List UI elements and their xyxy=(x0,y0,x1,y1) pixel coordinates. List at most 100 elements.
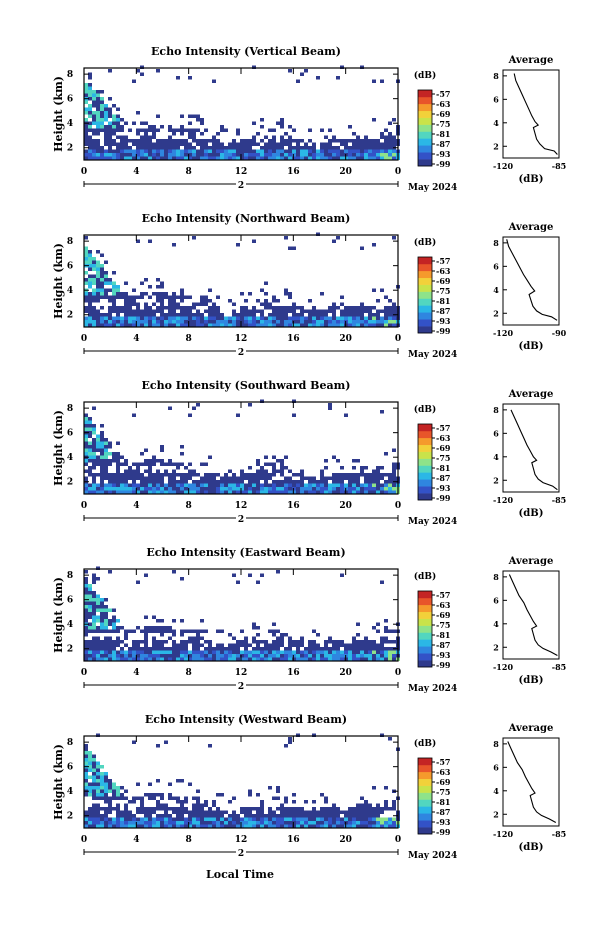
heatmap-cell xyxy=(156,278,160,282)
heatmap-cell xyxy=(108,281,112,285)
heatmap-cell xyxy=(108,789,112,793)
heatmap-cell xyxy=(196,800,200,804)
heatmap-cell xyxy=(280,803,284,807)
heatmap-cell xyxy=(244,647,248,651)
heatmap-cell xyxy=(192,139,196,143)
heatmap-cell xyxy=(152,142,156,146)
heatmap-cell xyxy=(284,156,288,160)
heatmap-cell xyxy=(276,650,280,654)
heatmap-cell xyxy=(328,128,332,132)
heatmap-cell xyxy=(372,313,376,317)
heatmap-cell xyxy=(324,654,328,658)
heatmap-cell xyxy=(88,817,92,821)
heatmap-cell xyxy=(88,640,92,644)
heatmap-cell xyxy=(276,483,280,487)
heatmap-cell xyxy=(176,487,180,491)
heatmap-cell xyxy=(92,309,96,313)
heatmap-cell xyxy=(288,476,292,480)
heatmap-cell xyxy=(120,821,124,825)
heatmap-cell xyxy=(192,320,196,324)
heatmap-cell xyxy=(328,139,332,143)
heatmap-cell xyxy=(284,236,288,240)
colorbar-swatch xyxy=(418,326,432,334)
x-tick-label: 0 xyxy=(395,334,401,344)
heatmap-cell xyxy=(144,490,148,494)
heatmap-cell xyxy=(352,817,356,821)
heatmap-cell xyxy=(324,153,328,157)
heatmap-cell xyxy=(208,309,212,313)
heatmap-cell xyxy=(148,487,152,491)
heatmap-cell xyxy=(96,320,100,324)
heatmap-cell xyxy=(352,156,356,160)
heatmap-cell xyxy=(112,142,116,146)
heatmap-cell xyxy=(156,309,160,313)
heatmap-cell xyxy=(260,309,264,313)
heatmap-cell xyxy=(92,459,96,463)
heatmap-cell xyxy=(120,793,124,797)
heatmap-cell xyxy=(144,640,148,644)
heatmap-cell xyxy=(164,824,168,828)
heatmap-cell xyxy=(164,146,168,150)
heatmap-cell xyxy=(100,459,104,463)
heatmap-cell xyxy=(116,323,120,327)
heatmap-cell xyxy=(140,153,144,157)
heatmap-cell xyxy=(296,142,300,146)
heatmap-cell xyxy=(108,135,112,139)
heatmap-cell xyxy=(108,156,112,160)
heatmap-cell xyxy=(200,490,204,494)
heatmap-cell xyxy=(88,295,92,299)
heatmap-cell xyxy=(272,320,276,324)
heatmap-cell xyxy=(176,149,180,153)
heatmap-cell xyxy=(220,650,224,654)
heatmap-cell xyxy=(212,650,216,654)
heatmap-cell xyxy=(176,654,180,658)
heatmap-cell xyxy=(136,320,140,324)
heatmap-cell xyxy=(220,149,224,153)
heatmap-cell xyxy=(216,142,220,146)
heatmap-cell xyxy=(152,821,156,825)
colorbar-swatch xyxy=(418,152,432,160)
heatmap-cell xyxy=(92,260,96,264)
heatmap-cell xyxy=(172,302,176,306)
heatmap-cell xyxy=(236,643,240,647)
heatmap-cell xyxy=(380,316,384,320)
heatmap-cell xyxy=(128,139,132,143)
heatmap-cell xyxy=(272,462,276,466)
heatmap-cell xyxy=(84,619,88,623)
heatmap-cell xyxy=(336,76,340,80)
heatmap-cell xyxy=(268,313,272,317)
heatmap-cell xyxy=(108,313,112,317)
heatmap-cell xyxy=(188,121,192,125)
heatmap-cell xyxy=(300,487,304,491)
heatmap-cell xyxy=(96,250,100,254)
heatmap-cell xyxy=(108,643,112,647)
heatmap-cell xyxy=(308,316,312,320)
heatmap-cell xyxy=(340,640,344,644)
heatmap-cell xyxy=(116,619,120,623)
heatmap-cell xyxy=(384,786,388,790)
heatmap-cell xyxy=(256,807,260,811)
profile-y-tick-label: 6 xyxy=(493,595,499,605)
heatmap-cell xyxy=(264,821,268,825)
heatmap-cell xyxy=(196,657,200,661)
heatmap-cell xyxy=(168,306,172,310)
heatmap-cell xyxy=(88,466,92,470)
colorbar-tick-label: -69 xyxy=(436,276,451,286)
heatmap-cell xyxy=(144,313,148,317)
heatmap-cell xyxy=(116,640,120,644)
heatmap-cell xyxy=(184,640,188,644)
heatmap-cell xyxy=(300,636,304,640)
heatmap-cell xyxy=(152,132,156,136)
heatmap xyxy=(84,733,400,828)
heatmap-cell xyxy=(156,316,160,320)
heatmap-cell xyxy=(268,142,272,146)
heatmap-cell xyxy=(288,657,292,661)
heatmap-cell xyxy=(388,139,392,143)
heatmap-cell xyxy=(248,650,252,654)
heatmap-cell xyxy=(156,647,160,651)
heatmap-cell xyxy=(324,810,328,814)
heatmap-cell xyxy=(164,810,168,814)
heatmap-cell xyxy=(292,640,296,644)
heatmap-cell xyxy=(324,142,328,146)
heatmap-cell xyxy=(220,313,224,317)
